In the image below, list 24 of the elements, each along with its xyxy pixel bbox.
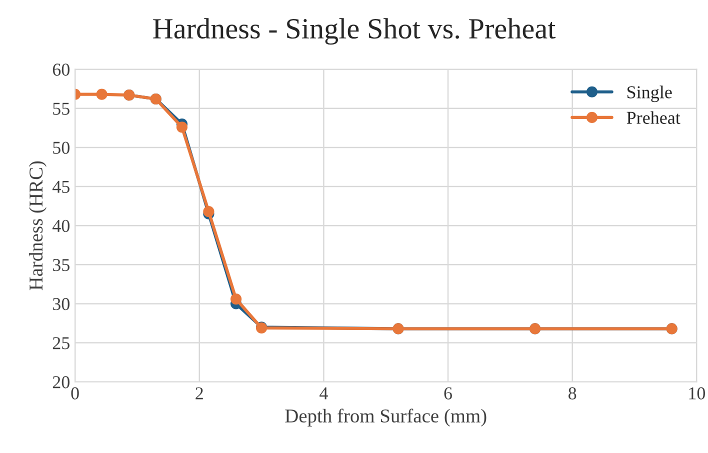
- y-tick-label: 20: [52, 376, 70, 388]
- y-tick-label: 45: [52, 180, 70, 193]
- legend-label: Preheat: [626, 111, 680, 124]
- point: [176, 122, 188, 133]
- chart-title: Hardness - Single Shot vs. Preheat: [153, 18, 556, 45]
- y-tick-label: 25: [52, 337, 70, 350]
- x-axis-title: Depth from Surface (mm): [285, 408, 486, 426]
- point: [230, 293, 242, 305]
- y-tick-label: 30: [52, 298, 70, 310]
- y-tick-label: 50: [53, 142, 70, 154]
- x-tick-label: 10: [689, 387, 706, 400]
- point: [96, 88, 108, 100]
- x-tick-label: 2: [196, 387, 203, 400]
- x-tick-label: 0: [71, 387, 79, 400]
- x-tick-label: 6: [444, 387, 452, 400]
- y-tick-label: 35: [52, 258, 70, 272]
- x-tick-label: 4: [320, 387, 328, 400]
- y-tick-label: 60: [52, 64, 70, 76]
- y-tick-label: 40: [52, 220, 70, 232]
- legend-label: Single: [627, 86, 672, 102]
- x-tick-label: 8: [568, 387, 576, 400]
- y-tick-label: 55: [53, 102, 70, 115]
- y-axis-title: Hardness (HRC): [28, 161, 47, 290]
- point: [203, 206, 214, 218]
